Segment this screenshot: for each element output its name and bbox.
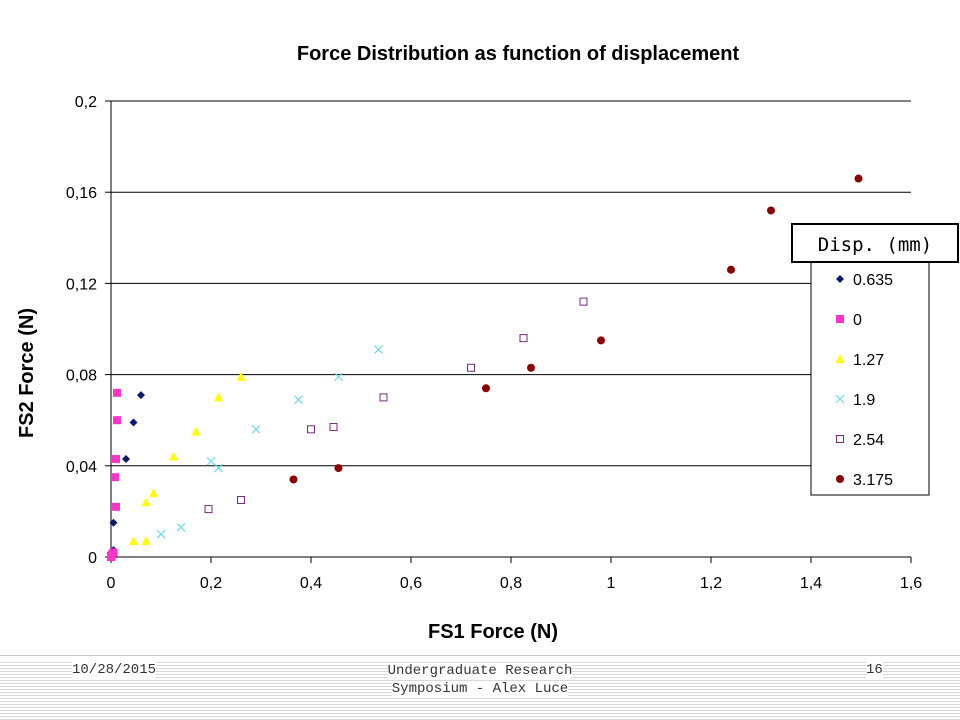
data-point-3.175 bbox=[727, 265, 735, 274]
data-points bbox=[107, 174, 863, 561]
x-tick-label: 0,4 bbox=[300, 575, 322, 592]
data-point-2.54 bbox=[579, 297, 588, 306]
x-tick-label: 1,6 bbox=[900, 575, 922, 592]
data-point-2.54 bbox=[379, 393, 388, 402]
y-tick-label: 0 bbox=[88, 550, 97, 567]
footer-title-line2: Symposium - Alex Luce bbox=[391, 681, 569, 697]
legend-label: 1.27 bbox=[853, 352, 884, 369]
data-point-2.54 bbox=[329, 423, 338, 432]
x-tick-label: 0 bbox=[107, 575, 116, 592]
data-point-3.175 bbox=[854, 174, 863, 183]
data-point-1.9 bbox=[334, 372, 343, 382]
x-tick-label: 0,6 bbox=[400, 575, 422, 592]
data-point-1.27 bbox=[141, 497, 151, 507]
axes bbox=[105, 100, 912, 563]
data-point-2.54 bbox=[204, 505, 213, 514]
data-point-1.27 bbox=[129, 536, 138, 546]
y-tick-label: 0,08 bbox=[66, 368, 97, 385]
legend-title-box bbox=[791, 223, 959, 263]
data-point-0.635 bbox=[129, 418, 138, 427]
y-tick-label: 0,2 bbox=[75, 94, 97, 111]
legend-box bbox=[810, 241, 930, 496]
legend-label: 0.635 bbox=[853, 272, 893, 289]
data-point-3.175 bbox=[334, 464, 343, 473]
x-tick-label: 1,4 bbox=[800, 575, 822, 592]
data-point-3.175 bbox=[597, 336, 605, 345]
data-point-1.9 bbox=[206, 456, 216, 466]
data-point-1.27 bbox=[236, 371, 246, 381]
data-point-1.9 bbox=[176, 522, 186, 532]
data-point-1.9 bbox=[251, 424, 261, 434]
data-point-0 bbox=[112, 502, 120, 511]
y-tick-label: 0,12 bbox=[66, 276, 97, 293]
data-point-1.27 bbox=[214, 392, 223, 402]
data-point-0.635 bbox=[122, 454, 130, 463]
data-point-2.54 bbox=[307, 425, 315, 434]
x-tick-label: 0,8 bbox=[500, 575, 522, 592]
data-point-0 bbox=[112, 454, 120, 463]
legend-label: 1.9 bbox=[853, 392, 875, 409]
x-tick-label: 1,2 bbox=[700, 575, 722, 592]
legend-marker-2.54 bbox=[836, 435, 844, 443]
x-axis-label: FS1 Force (N) bbox=[428, 621, 558, 643]
data-point-1.9 bbox=[214, 463, 223, 473]
footer-page-number: 16 bbox=[866, 662, 883, 678]
legend-marker-1.9 bbox=[835, 394, 845, 404]
legend-label: 0 bbox=[853, 312, 862, 329]
footer-title: Undergraduate Research Symposium - Alex … bbox=[360, 662, 600, 698]
x-tick-label: 0,2 bbox=[200, 575, 222, 592]
data-point-2.54 bbox=[519, 334, 528, 343]
data-point-3.175 bbox=[289, 475, 298, 484]
scatter-chart: Force Distribution as function of displa… bbox=[16, 43, 959, 643]
data-point-0.635 bbox=[109, 518, 118, 527]
data-point-1.9 bbox=[374, 345, 383, 354]
legend-marker-3.175 bbox=[836, 475, 844, 483]
data-point-1.27 bbox=[169, 451, 178, 461]
footer-date: 10/28/2015 bbox=[72, 662, 157, 678]
data-point-0 bbox=[113, 416, 121, 425]
data-point-1.9 bbox=[156, 529, 166, 539]
x-tick-labels: 0 0,2 0,4 0,6 0,8 1 1,2 1,4 1,6 bbox=[107, 575, 923, 592]
data-point-0.635 bbox=[137, 391, 145, 400]
legend-title: Disp. (mm) bbox=[818, 234, 932, 256]
data-point-2.54 bbox=[467, 363, 475, 372]
data-point-1.27 bbox=[191, 426, 201, 436]
y-tick-label: 0,04 bbox=[66, 459, 97, 476]
legend-label: 2.54 bbox=[853, 432, 884, 449]
legend-label: 3.175 bbox=[853, 472, 893, 489]
data-point-3.175 bbox=[482, 384, 490, 393]
data-point-1.27 bbox=[149, 488, 158, 498]
grid-lines bbox=[111, 100, 911, 467]
y-tick-labels: 0 0,04 0,08 0,12 0,16 0,2 bbox=[66, 94, 97, 567]
data-point-3.175 bbox=[527, 363, 535, 372]
data-point-2.54 bbox=[237, 496, 245, 504]
data-point-1.9 bbox=[294, 395, 303, 405]
legend-marker-0 bbox=[836, 315, 844, 323]
y-axis-label: FS2 Force (N) bbox=[16, 308, 38, 438]
chart-title: Force Distribution as function of displa… bbox=[297, 43, 740, 65]
legend-marker-1.27 bbox=[835, 354, 845, 363]
legend-marker-0.635 bbox=[836, 275, 844, 283]
data-point-1.27 bbox=[141, 536, 151, 546]
data-point-3.175 bbox=[767, 206, 775, 215]
legend: 0.635 0 1.27 1.9 2.54 3.175 Disp. (mm) bbox=[791, 223, 959, 496]
data-point-0 bbox=[111, 473, 119, 482]
footer-title-line1: Undergraduate Research bbox=[387, 663, 573, 679]
y-tick-label: 0,16 bbox=[66, 185, 97, 202]
data-point-0 bbox=[109, 548, 118, 557]
data-point-0 bbox=[113, 388, 121, 397]
x-tick-label: 1 bbox=[607, 575, 616, 592]
footer-divider bbox=[0, 655, 960, 656]
